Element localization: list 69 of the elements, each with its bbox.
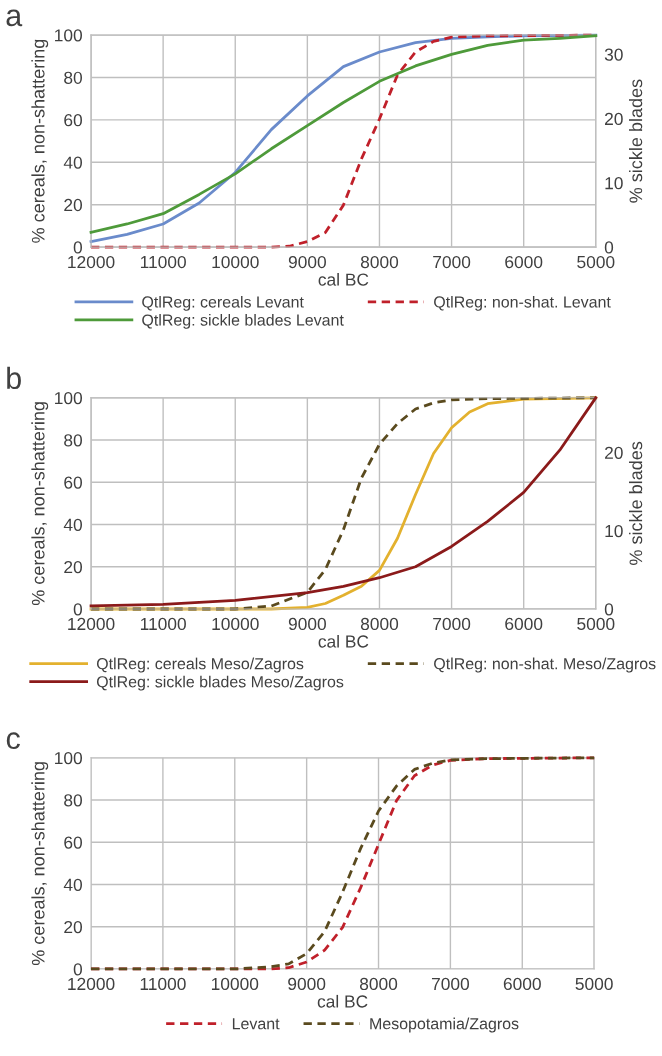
y-tick-label: 0 — [73, 603, 83, 616]
chart-title: c — [6, 732, 20, 750]
y2-tick-label: 0 — [604, 241, 614, 254]
y2-tick-label: 20 — [605, 112, 623, 126]
y2-tick-label: 10 — [605, 524, 623, 538]
legend-label: QtlReg: sickle blades Meso/Zagros — [96, 675, 344, 691]
x-tick-label: 6000 — [503, 977, 541, 991]
y-tick-label: 80 — [64, 794, 83, 807]
legend-label: QtlReg: sickle blades Levant — [142, 313, 344, 329]
y-tick-label: 40 — [63, 518, 83, 531]
y-tick-label: 60 — [64, 476, 83, 489]
x-tick-label: 5000 — [577, 255, 615, 269]
legend-label: QtlReg: non-shat. Levant — [434, 295, 611, 311]
x-tick-label: 11000 — [140, 617, 186, 631]
y2-tick-label: 30 — [604, 48, 623, 61]
x-tick-label: 6000 — [505, 255, 543, 269]
x-tick-label: 7000 — [433, 255, 471, 269]
y2-axis-title: % sickle blades — [629, 441, 643, 565]
x-tick-label: 5000 — [577, 617, 615, 631]
y2-tick-label: 0 — [604, 603, 614, 616]
x-tick-label: 7000 — [431, 977, 470, 991]
x-tick-label: 12000 — [68, 617, 115, 631]
y-tick-label: 60 — [64, 836, 83, 849]
x-tick-label: 9000 — [288, 977, 326, 991]
y-tick-label: 0 — [73, 963, 83, 976]
y2-axis-title: % sickle blades — [629, 79, 643, 203]
y-tick-label: 20 — [64, 920, 83, 934]
legend-label: Levant — [232, 1018, 280, 1030]
x-tick-label: 11000 — [140, 977, 186, 991]
x-tick-label: 12000 — [68, 977, 115, 991]
y2-tick-label: 20 — [605, 446, 623, 460]
y-tick-label: 80 — [64, 434, 83, 447]
y-axis-title: % cereals, non-shattering — [31, 39, 49, 243]
y-axis-title: % cereals, non-shattering — [31, 762, 49, 966]
chart-title: b — [7, 366, 21, 390]
x-axis-title: cal BC — [318, 273, 369, 286]
y-axis-title: % cereals, non-shattering — [31, 402, 49, 606]
x-tick-label: 7000 — [433, 617, 471, 631]
y-tick-label: 0 — [73, 241, 83, 254]
x-tick-label: 8000 — [360, 255, 399, 269]
y-tick-label: 100 — [55, 391, 83, 405]
x-tick-label: 6000 — [505, 617, 543, 631]
y-tick-label: 80 — [64, 71, 83, 84]
legend-label: QtlReg: non-shat. Meso/Zagros — [434, 657, 656, 673]
y-tick-label: 100 — [55, 751, 83, 765]
y-tick-label: 40 — [63, 878, 83, 891]
x-axis-title: cal BC — [318, 634, 369, 648]
x-tick-label: 10000 — [212, 255, 259, 269]
legend-label: Mesopotamia/Zagros — [370, 1017, 519, 1033]
y-tick-label: 20 — [64, 560, 83, 574]
legend-label: QtlReg: cereals Levant — [142, 295, 304, 311]
x-tick-label: 8000 — [360, 617, 399, 631]
x-tick-label: 5000 — [575, 977, 613, 991]
y2-tick-label: 10 — [605, 177, 623, 190]
x-tick-label: 10000 — [211, 977, 259, 991]
chart-title: a — [6, 9, 23, 27]
x-tick-label: 12000 — [68, 255, 115, 269]
line-series — [89, 756, 596, 971]
y-tick-label: 100 — [55, 29, 83, 42]
x-tick-label: 8000 — [359, 977, 398, 991]
y-tick-label: 40 — [63, 156, 83, 169]
x-axis-title: cal BC — [317, 994, 368, 1008]
y-tick-label: 20 — [64, 198, 83, 212]
y-tick-label: 60 — [64, 114, 83, 127]
x-tick-label: 9000 — [288, 617, 326, 631]
x-tick-label: 11000 — [140, 255, 186, 269]
x-tick-label: 9000 — [288, 255, 326, 269]
x-tick-label: 10000 — [212, 617, 259, 631]
legend-label: QtlReg: cereals Meso/Zagros — [96, 657, 304, 673]
